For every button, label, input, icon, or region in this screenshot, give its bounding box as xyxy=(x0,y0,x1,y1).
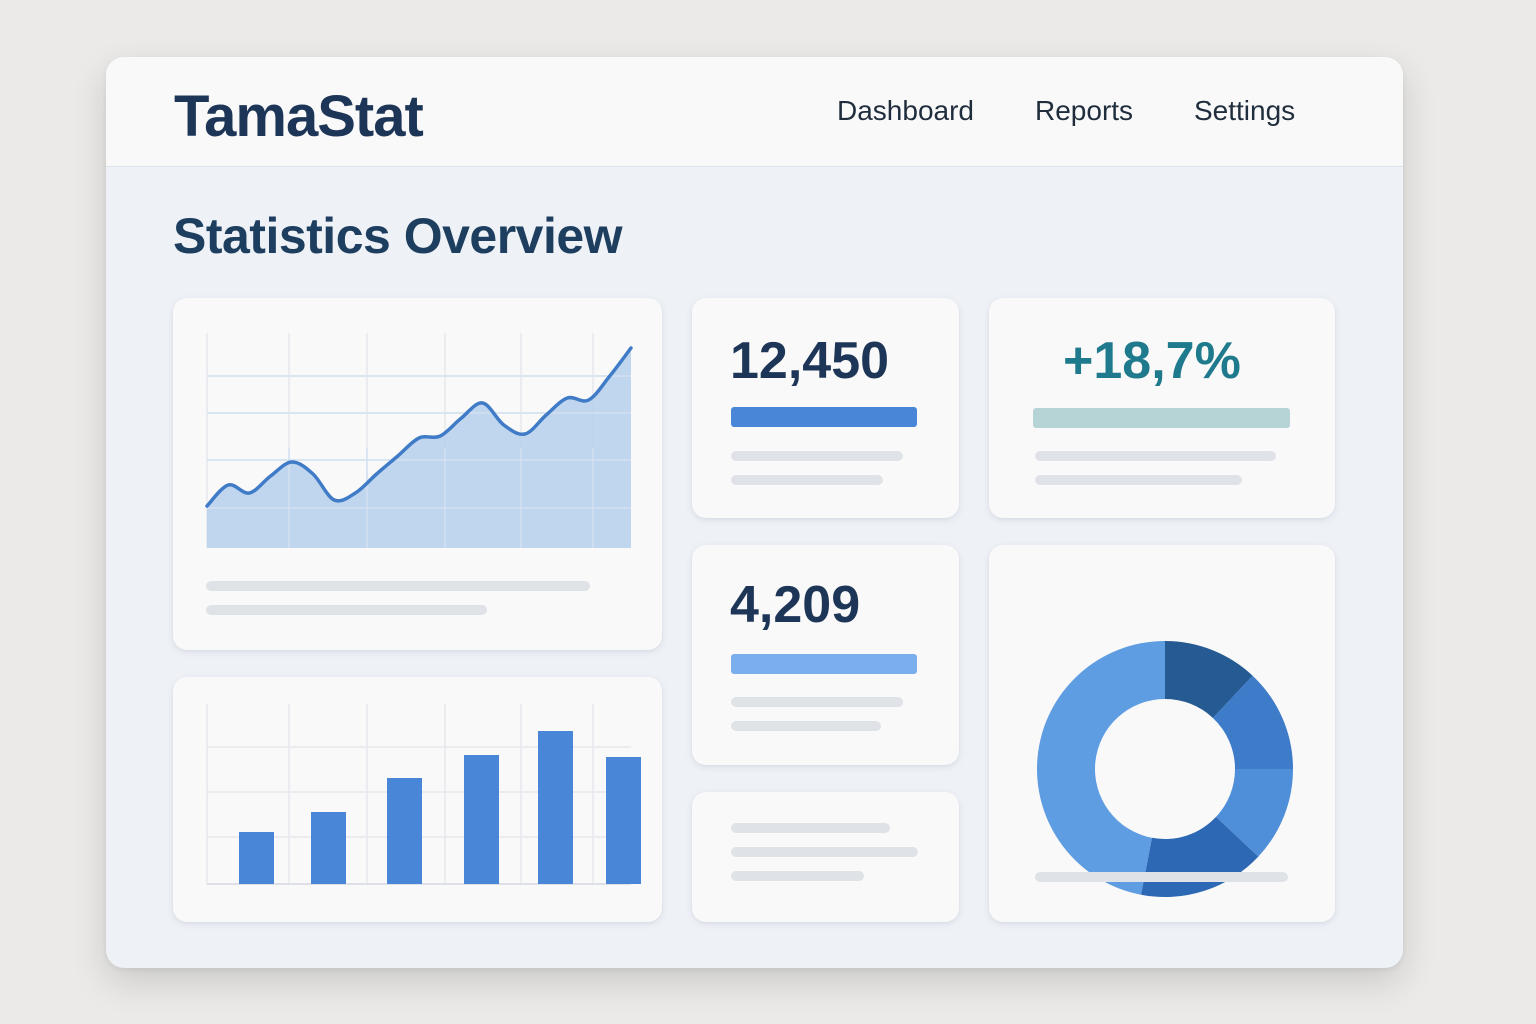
line-chart xyxy=(173,298,662,650)
placeholder-line xyxy=(1035,451,1276,461)
placeholder-line xyxy=(731,871,864,881)
placeholder-line xyxy=(1035,872,1288,882)
stat-card-count[interactable]: 4,209 xyxy=(692,545,959,765)
placeholder-line xyxy=(206,605,487,615)
bar-chart-card[interactable] xyxy=(173,677,662,922)
nav-reports[interactable]: Reports xyxy=(1035,95,1133,127)
stat-value: +18,7% xyxy=(1063,331,1241,391)
page-title: Statistics Overview xyxy=(173,207,622,265)
bar-2 xyxy=(311,812,346,884)
placeholder-line xyxy=(731,475,883,485)
app-window: TamaStat Dashboard Reports Settings Stat… xyxy=(106,57,1403,968)
bar-4 xyxy=(464,755,499,884)
placeholder-line xyxy=(731,451,903,461)
bar-3 xyxy=(387,778,422,884)
stat-value: 4,209 xyxy=(730,575,860,635)
nav-settings[interactable]: Settings xyxy=(1194,95,1295,127)
stat-value: 12,450 xyxy=(730,331,889,391)
donut-slice-E xyxy=(1037,641,1165,895)
placeholder-line xyxy=(731,823,890,833)
bar-5 xyxy=(538,731,573,884)
placeholder-line xyxy=(731,697,903,707)
stat-card-total[interactable]: 12,450 xyxy=(692,298,959,518)
stat-card-growth[interactable]: +18,7% xyxy=(989,298,1335,518)
donut-chart xyxy=(989,545,1335,922)
placeholder-line xyxy=(731,847,918,857)
bar-chart xyxy=(173,677,662,922)
placeholder-line xyxy=(731,721,881,731)
donut-chart-card[interactable] xyxy=(989,545,1335,922)
bar-6 xyxy=(606,757,641,884)
stat-progress-bar xyxy=(731,654,917,674)
line-chart-card[interactable] xyxy=(173,298,662,650)
placeholder-line xyxy=(1035,475,1242,485)
stat-progress-bar xyxy=(731,407,917,427)
placeholder-line xyxy=(206,581,590,591)
area-fill xyxy=(207,348,631,548)
stat-progress-bar xyxy=(1033,408,1290,428)
bar-1 xyxy=(239,832,274,884)
nav-dashboard[interactable]: Dashboard xyxy=(837,95,974,127)
summary-card[interactable] xyxy=(692,792,959,922)
brand-logo[interactable]: TamaStat xyxy=(174,83,423,150)
top-navigation-bar: TamaStat Dashboard Reports Settings xyxy=(106,57,1403,167)
